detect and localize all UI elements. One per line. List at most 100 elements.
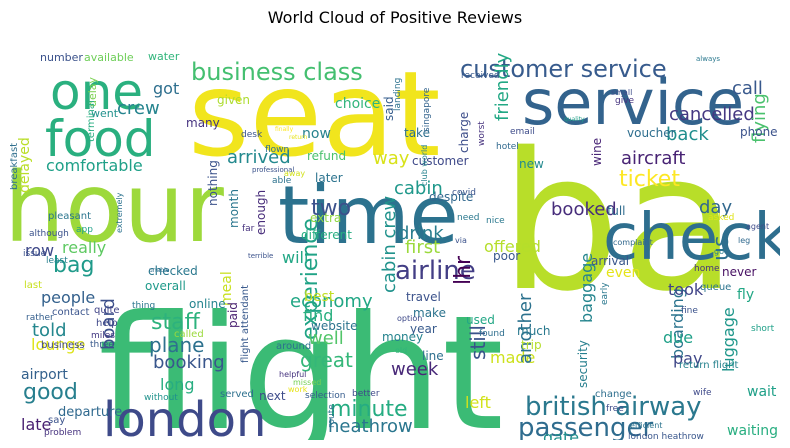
word-return: return	[289, 134, 308, 141]
word-flight-attendant: flight attendant	[240, 285, 251, 363]
word-airport: airport	[21, 367, 68, 383]
word-return-flight: return flight	[679, 360, 739, 371]
word-well: well	[308, 328, 344, 349]
word-despite: despite	[429, 190, 473, 204]
word-will: will	[282, 248, 308, 267]
word-help: help	[96, 318, 118, 329]
word-found: found	[479, 329, 505, 339]
word-baggage: baggage	[577, 253, 596, 323]
word-complaint: complaint	[613, 238, 653, 247]
word-phone: phone	[740, 125, 778, 139]
word-best: best	[304, 289, 335, 305]
word-departure: departure	[58, 405, 122, 420]
word-short: short	[751, 324, 775, 334]
word-flown: flown	[265, 145, 289, 155]
word-quite: quite	[94, 305, 120, 316]
word-missed: missed	[293, 378, 321, 387]
word-airline: airline	[395, 256, 476, 286]
word-delayed: delayed	[17, 137, 33, 193]
word-later: later	[315, 171, 343, 185]
word-now: now	[302, 126, 331, 142]
word-free: free	[606, 404, 624, 414]
word-booking: booking	[153, 352, 225, 373]
word-made: made	[490, 348, 535, 367]
word-available: available	[84, 51, 134, 64]
word-checked: checked	[148, 264, 198, 278]
word-number: number	[40, 51, 83, 64]
word-first: first	[405, 237, 440, 258]
word-row: row	[25, 241, 54, 260]
word-extra: extra	[310, 211, 341, 225]
word-told: told	[32, 320, 67, 341]
word-terrible: terrible	[248, 252, 273, 260]
word-ba: ba	[500, 112, 737, 333]
word-month: month	[227, 189, 241, 228]
word-business: business	[41, 340, 85, 351]
word-offered: offered	[484, 237, 541, 256]
word-old: old	[395, 346, 407, 355]
word-booked: booked	[551, 199, 617, 220]
word-finally: finally	[275, 126, 294, 133]
word-miles: miles	[91, 331, 115, 341]
word-food: food	[45, 110, 156, 168]
word-wine: wine	[590, 138, 604, 166]
word-left: left	[465, 393, 491, 412]
word-take: take	[404, 126, 430, 140]
word-selection: selection	[305, 391, 345, 401]
word-pleasant: pleasant	[48, 211, 91, 222]
word-enough: enough	[254, 190, 268, 235]
word-line: line	[422, 349, 444, 363]
word-give: give	[615, 96, 635, 106]
word-singapore: singapore	[422, 87, 432, 132]
word-much: much	[517, 324, 551, 338]
word-landing: landing	[393, 78, 403, 111]
word-paid: paid	[226, 302, 240, 328]
word-one: one	[50, 63, 143, 121]
word-problem: problem	[44, 428, 81, 438]
word-quality: quality	[564, 116, 585, 123]
word-wife: wife	[693, 388, 712, 398]
word-go: go	[714, 247, 724, 256]
word-next: next	[259, 389, 286, 403]
word-way: way	[373, 148, 410, 169]
word-never: never	[722, 265, 756, 279]
word-flight: flight	[98, 282, 504, 440]
word-better: better	[352, 389, 380, 399]
word-cabin: cabin	[394, 178, 443, 199]
word-covid: covid	[452, 188, 476, 198]
word-able: able	[272, 176, 292, 186]
word-helpful: helpful	[279, 370, 306, 379]
word-wait: wait	[747, 384, 777, 400]
word-hour: hour	[10, 152, 224, 264]
word-plane: plane	[149, 333, 205, 357]
word-heathrow: heathrow	[328, 416, 413, 437]
word-charge: charge	[457, 112, 471, 153]
word-pay: pay	[673, 349, 702, 368]
word-bag: bag	[53, 253, 94, 278]
word-used: used	[466, 313, 495, 327]
word-make: make	[413, 306, 446, 320]
word-took: took	[668, 280, 704, 299]
word-long: long	[160, 375, 195, 394]
cloud-background	[10, 43, 780, 440]
word-desk: desk	[241, 130, 263, 140]
word-british-airway: british airway	[525, 392, 702, 422]
word-nothing: nothing	[206, 160, 220, 206]
word-professional: professional	[252, 166, 294, 174]
word-passenger: passenger	[518, 413, 654, 440]
word-online: online	[189, 297, 226, 311]
word-contact: contact	[52, 307, 90, 318]
word-early: early	[600, 282, 610, 305]
word-lounge: lounge	[31, 335, 86, 354]
word-friendly: friendly	[492, 52, 513, 121]
word-money: money	[382, 330, 423, 344]
word-option: option	[397, 314, 422, 323]
word-poor: poor	[493, 249, 520, 263]
word-many: many	[186, 116, 220, 130]
word-breakfast: breakfast	[10, 143, 20, 190]
word-club-world: club world	[420, 145, 429, 186]
word-london-heathrow: london heathrow	[628, 432, 704, 440]
word-us: us	[709, 236, 734, 261]
word-terminal: terminal	[86, 100, 97, 142]
word-boarding: boarding	[668, 288, 687, 359]
